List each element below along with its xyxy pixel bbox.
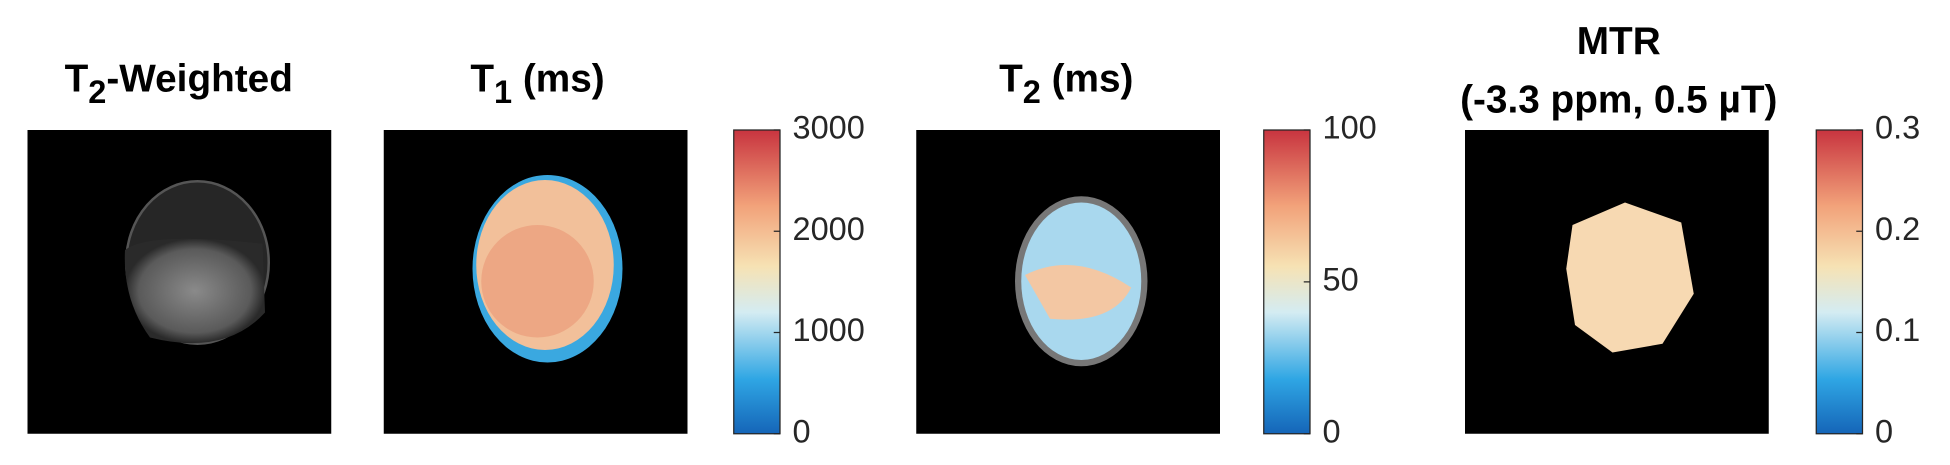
colorbar-tick-label: 0.2 xyxy=(1875,211,1920,247)
colorbar xyxy=(1815,129,1864,435)
panel-title: T1 (ms) xyxy=(470,57,604,109)
image-t2w xyxy=(27,130,332,434)
title-text: MTR xyxy=(1577,20,1661,63)
colorbar-tick-label: 50 xyxy=(1323,261,1359,297)
colorbar-tick-label: 0 xyxy=(793,413,811,449)
colorbar-tick-label: 0.3 xyxy=(1875,110,1920,146)
panel-title: T2 (ms) xyxy=(999,57,1133,109)
colorbar-tick-label: 0 xyxy=(1323,413,1341,449)
title-subscript: 1 xyxy=(494,73,512,109)
image-t1 xyxy=(383,130,688,434)
colorbar-tick-label: 3000 xyxy=(793,110,865,146)
colorbar xyxy=(733,129,781,435)
title-text: -Weighted xyxy=(106,57,293,100)
title-subscript: 2 xyxy=(1023,73,1041,109)
panel-title: T2-Weighted xyxy=(65,57,293,109)
panel-title: MTR xyxy=(1577,20,1661,63)
colorbar-tick-label: 1000 xyxy=(793,312,865,348)
title-text: (-3.3 ppm, 0.5 µT) xyxy=(1460,79,1777,122)
title-text: (ms) xyxy=(1041,57,1134,100)
image-mtr xyxy=(1465,130,1769,434)
title-text: T xyxy=(470,57,494,100)
title-text: T xyxy=(999,57,1023,100)
title-subscript: 2 xyxy=(88,73,106,109)
image-t2 xyxy=(916,130,1220,434)
title-text: (ms) xyxy=(512,57,605,100)
title-text: T xyxy=(65,57,89,100)
colorbar-tick-label: 0 xyxy=(1875,413,1893,449)
colorbar-tick-label: 100 xyxy=(1323,110,1377,146)
panel-title: (-3.3 ppm, 0.5 µT) xyxy=(1460,79,1777,122)
colorbar xyxy=(1263,129,1311,435)
colorbar-tick-label: 2000 xyxy=(793,211,865,247)
colorbar-tick-label: 0.1 xyxy=(1875,312,1920,348)
